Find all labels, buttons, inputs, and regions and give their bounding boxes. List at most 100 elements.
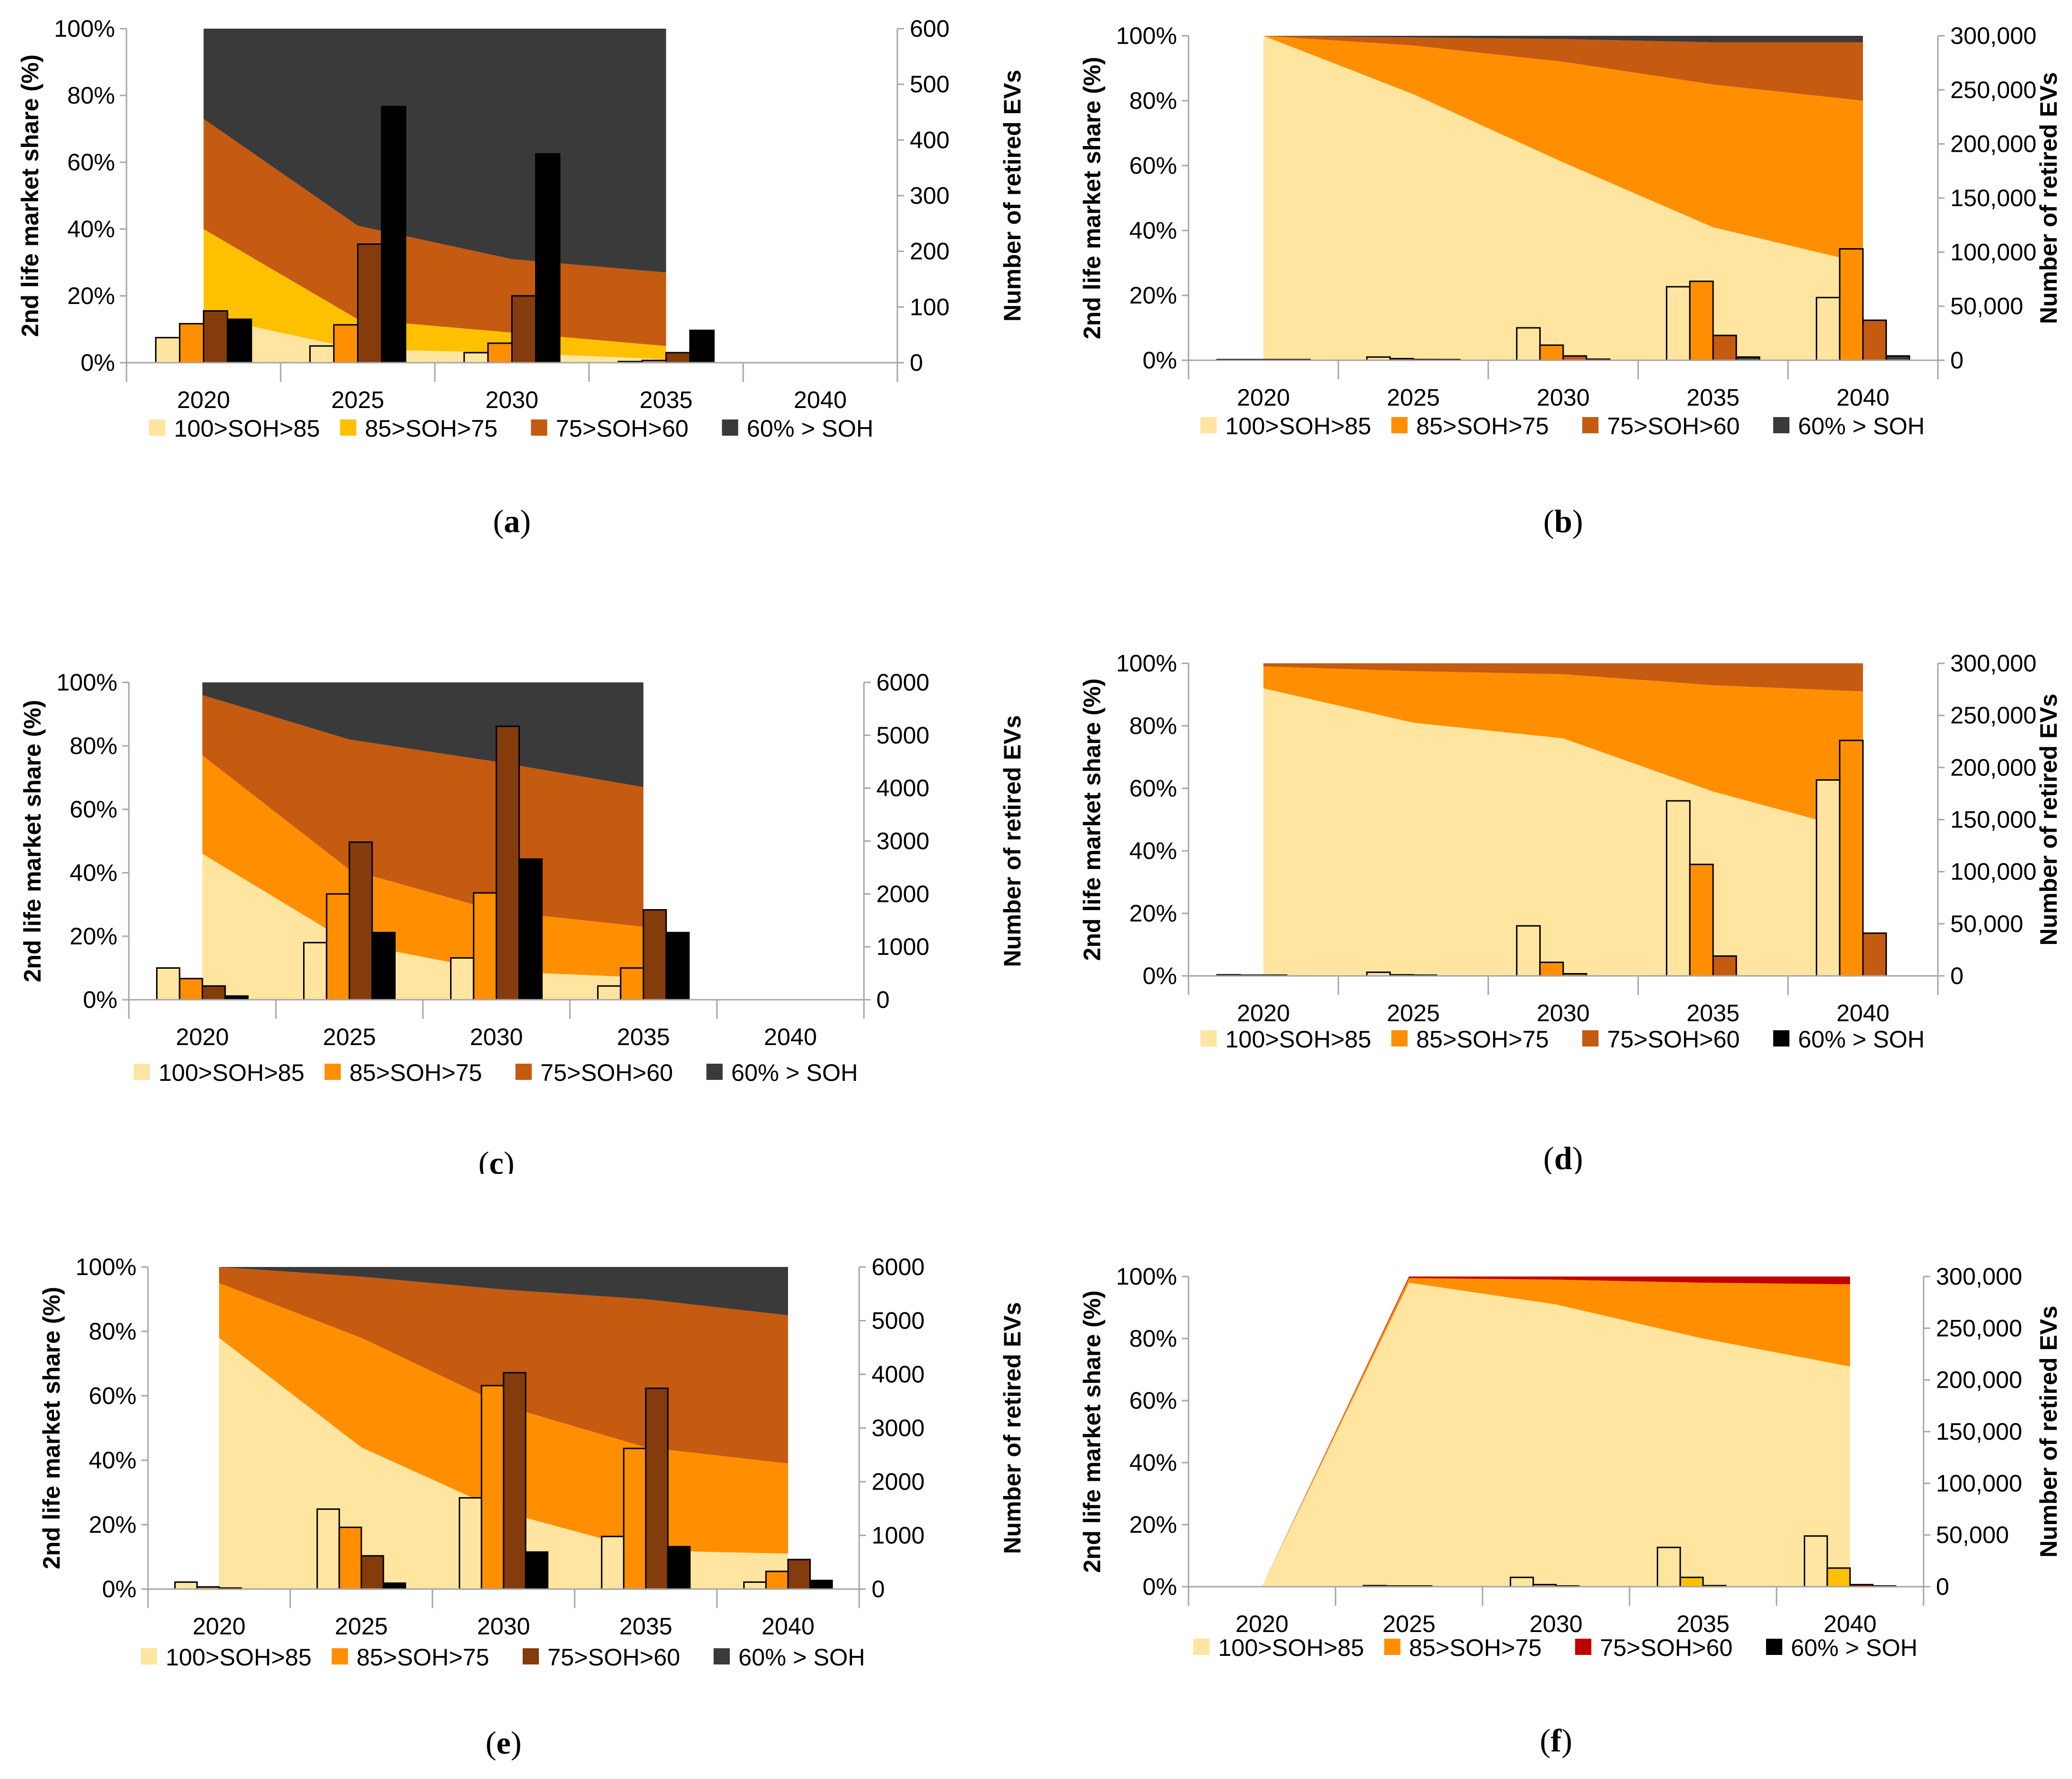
y2-tick-label: 0 — [910, 349, 923, 376]
y2-tick-label: 150,000 — [1936, 1418, 2022, 1445]
bar-2-2025 — [333, 324, 359, 364]
legend-label-2: 85>SOH>75 — [365, 415, 498, 442]
bar-1-2035 — [1666, 800, 1691, 977]
area-series-3 — [1263, 36, 1863, 101]
bar-2-2035 — [1679, 1577, 1704, 1588]
legend-swatch-2 — [340, 419, 357, 436]
panel-label: (a) — [493, 503, 531, 539]
legend-label-1: 100>SOH>85 — [174, 415, 320, 442]
bar-4-2020 — [227, 318, 252, 364]
legend-swatch-3 — [1582, 1030, 1599, 1046]
x-tick-label: 2025 — [1387, 384, 1440, 411]
legend-swatch-3 — [515, 1064, 532, 1080]
legend-label-1: 100>SOH>85 — [1225, 1026, 1371, 1053]
y-tick-label: 100% — [1116, 650, 1177, 677]
y-axis-title: 2nd life market share (%) — [19, 700, 46, 983]
y2-tick-label: 150,000 — [1950, 185, 2037, 211]
y-tick-label: 0% — [1143, 963, 1177, 989]
legend-label-1: 100>SOH>85 — [166, 1644, 312, 1671]
y2-tick-label: 100 — [910, 293, 949, 320]
x-tick-label: 2035 — [640, 387, 693, 413]
y2-axis-title: Number of retired EVs — [999, 1302, 1026, 1554]
bar-2-2030 — [487, 342, 513, 364]
y-tick-label: 20% — [67, 283, 115, 309]
y-tick-label: 0% — [1143, 347, 1177, 374]
x-tick-label: 2035 — [617, 1024, 670, 1050]
bar-2-2030 — [481, 1385, 505, 1590]
y-tick-label: 100% — [75, 1254, 137, 1280]
bar-4-2025 — [381, 105, 407, 364]
x-tick-label: 2035 — [1686, 1000, 1739, 1026]
y2-tick-label: 100,000 — [1936, 1470, 2022, 1496]
panel-label: (b) — [1543, 503, 1583, 539]
bar-4-2035 — [689, 329, 715, 364]
legend-label-2: 85>SOH>75 — [357, 1644, 489, 1671]
bar-1-2030 — [1510, 1577, 1534, 1588]
y-tick-label: 60% — [1129, 775, 1177, 802]
legend-label-4: 60% > SOH — [1798, 413, 1925, 440]
chart-panel-e: 0% 20% 40% 60% 80% 100% 0 1000 2000 3000 4000 5000 6… — [0, 1174, 1036, 1779]
chart-svg-b: 0% 20% 40% 60% 80% 100% 0 50,000 100,000 150,000 2… — [1079, 22, 2062, 539]
legend-label-2: 85>SOH>75 — [1416, 1026, 1549, 1053]
legend-swatch-2 — [1384, 1639, 1400, 1655]
legend-label-4: 60% > SOH — [1798, 1026, 1925, 1053]
y2-tick-label: 50,000 — [1950, 910, 2023, 937]
y2-tick-label: 300,000 — [1936, 1263, 2022, 1290]
panel-label: (d) — [1543, 1140, 1583, 1174]
bar-3-2035 — [642, 909, 667, 1001]
bar-3-2025 — [348, 841, 373, 1001]
y2-tick-label: 2000 — [872, 1468, 925, 1495]
bar-3-2035 — [645, 1387, 669, 1590]
x-tick-label: 2025 — [335, 1613, 388, 1640]
chart-panel-a: 0% 20% 40% 60% 80% 100% 0 100 200 300 400 500 600 202… — [0, 0, 1036, 587]
legend-swatch-1 — [1193, 1639, 1210, 1655]
y2-axis-title: Number of retired EVs — [2035, 1306, 2062, 1558]
y2-tick-label: 1000 — [872, 1522, 925, 1549]
y2-tick-label: 400 — [910, 126, 949, 153]
y-axis-title: 2nd life market share (%) — [1079, 1290, 1105, 1573]
y-tick-label: 100% — [1116, 22, 1177, 49]
y-tick-label: 80% — [70, 733, 117, 759]
bar-4-2030 — [535, 153, 561, 364]
legend-label-3: 75>SOH>60 — [556, 415, 689, 442]
bar-4-2030 — [525, 1551, 548, 1590]
y-tick-label: 0% — [83, 986, 117, 1013]
legend-swatch-2 — [332, 1648, 348, 1664]
y2-tick-label: 200,000 — [1936, 1367, 2022, 1393]
legend-swatch-4 — [1773, 1030, 1789, 1046]
bar-2-2035 — [620, 967, 644, 1001]
area-series-2 — [1262, 1278, 1850, 1587]
y2-tick-label: 3000 — [876, 828, 929, 855]
y-tick-label: 40% — [1129, 1449, 1177, 1476]
legend-label-4: 60% > SOH — [738, 1644, 865, 1671]
legend-label-2: 85>SOH>75 — [349, 1059, 482, 1086]
y-tick-label: 20% — [1129, 282, 1177, 309]
legend-label-1: 100>SOH>85 — [1218, 1634, 1364, 1661]
legend-label-3: 75>SOH>60 — [1607, 413, 1740, 440]
y-tick-label: 40% — [1129, 837, 1177, 864]
chart-panel-c: 0% 20% 40% 60% 80% 100% 0 1000 2000 3000 4000 5000 6… — [0, 587, 1036, 1174]
bar-3-2035 — [665, 352, 691, 364]
bar-1-2030 — [463, 352, 489, 364]
y-tick-label: 80% — [1129, 712, 1177, 739]
y2-axis-title: Number of retired EVs — [2035, 694, 2062, 946]
area-series-3 — [1263, 663, 1863, 691]
panel-label: (c) — [478, 1145, 515, 1174]
y-tick-label: 100% — [56, 669, 117, 696]
legend-label-3: 75>SOH>60 — [540, 1059, 673, 1086]
bar-2-2040 — [765, 1570, 789, 1590]
y-tick-label: 20% — [1129, 1511, 1177, 1538]
legend-label-3: 75>SOH>60 — [547, 1644, 680, 1671]
chart-svg-f: 0% 20% 40% 60% 80% 100% 0 50,000 100,000 150,000 2… — [1079, 1263, 2062, 1758]
y2-tick-label: 100,000 — [1950, 858, 2037, 885]
y2-tick-label: 0 — [1950, 347, 1964, 374]
legend-swatch-4 — [1773, 417, 1789, 433]
y2-tick-label: 250,000 — [1936, 1315, 2022, 1341]
legend-label-3: 75>SOH>60 — [1600, 1634, 1733, 1661]
bar-1-2040 — [1804, 1535, 1828, 1588]
y2-tick-label: 200 — [910, 238, 949, 265]
legend-swatch-1 — [141, 1648, 157, 1664]
y-tick-label: 0% — [81, 349, 115, 376]
y-axis-title: 2nd life market share (%) — [38, 1287, 65, 1570]
